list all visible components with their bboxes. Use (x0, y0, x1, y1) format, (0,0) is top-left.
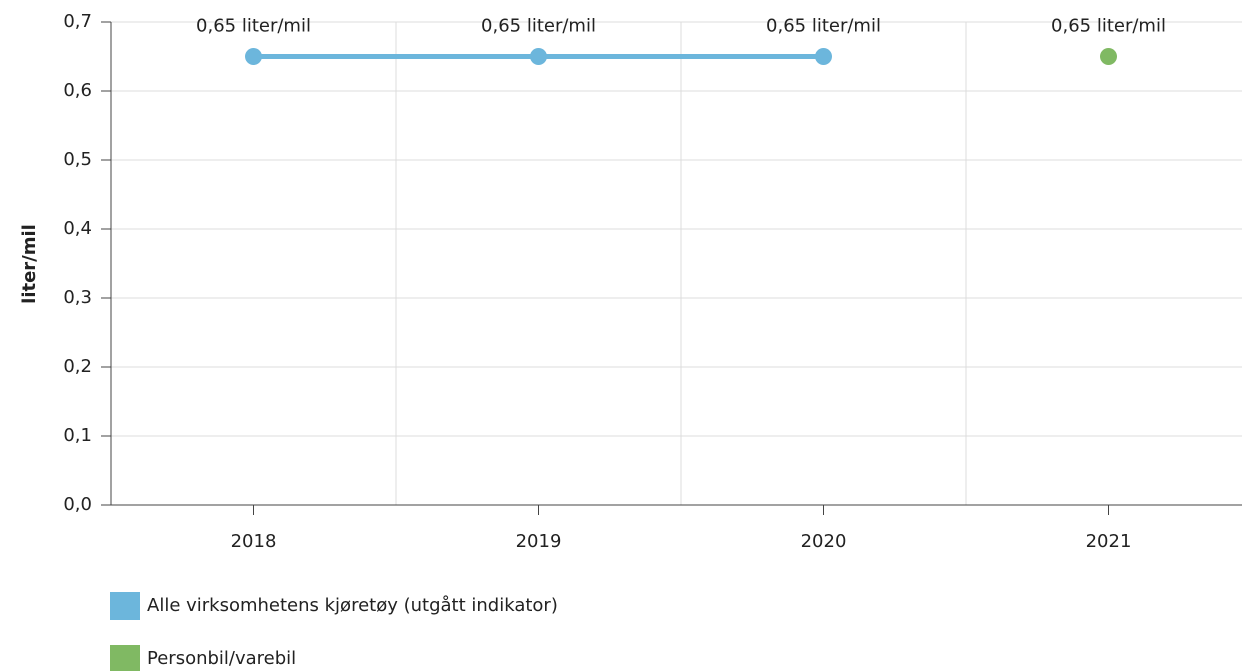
y-axis-label: liter/mil (19, 224, 40, 304)
y-tick-label: 0,2 (63, 356, 92, 377)
data-label: 0,65 liter/mil (196, 16, 311, 37)
y-tick-label: 0,0 (63, 494, 92, 515)
x-tick-label: 2020 (801, 531, 847, 552)
x-tick-label: 2021 (1086, 531, 1132, 552)
y-tick-label: 0,3 (63, 287, 92, 308)
data-label: 0,65 liter/mil (766, 16, 881, 37)
legend-swatch (110, 592, 140, 620)
data-label: 0,65 liter/mil (481, 16, 596, 37)
data-point (530, 48, 547, 65)
legend-swatch (110, 645, 140, 671)
legend-label: Alle virksomhetens kjøretøy (utgått indi… (147, 595, 558, 616)
legend-label: Personbil/varebil (147, 648, 296, 669)
x-tick-label: 2018 (231, 531, 277, 552)
data-point (815, 48, 832, 65)
y-tick-label: 0,5 (63, 149, 92, 170)
y-tick-label: 0,7 (63, 11, 92, 32)
data-point (1100, 48, 1117, 65)
y-tick-label: 0,6 (63, 80, 92, 101)
y-tick-label: 0,4 (63, 218, 92, 239)
x-tick-label: 2019 (516, 531, 562, 552)
data-point (245, 48, 262, 65)
y-tick-label: 0,1 (63, 425, 92, 446)
data-label: 0,65 liter/mil (1051, 16, 1166, 37)
